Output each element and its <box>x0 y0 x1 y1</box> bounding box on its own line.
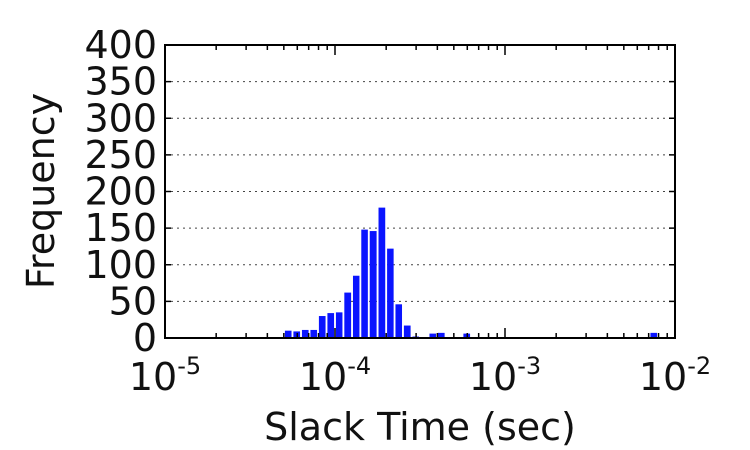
histogram-bar <box>284 330 292 338</box>
histogram-bar <box>387 248 394 338</box>
y-tick-label: 300 <box>84 96 157 140</box>
axis-ticks <box>164 44 676 339</box>
histogram-bar <box>429 333 437 338</box>
y-tick-label: 50 <box>109 279 157 323</box>
y-tick-label: 0 <box>133 316 157 360</box>
histogram-bar <box>650 332 658 338</box>
y-tick-label: 200 <box>84 170 157 214</box>
y-tick-label: 400 <box>84 23 157 67</box>
histogram-bar <box>335 312 343 338</box>
histogram-bar <box>378 207 386 338</box>
bars <box>284 207 658 338</box>
histogram-bar <box>327 313 335 338</box>
y-tick-label: 250 <box>84 133 157 177</box>
y-axis-label: Frequency <box>19 93 63 289</box>
histogram-bar <box>310 329 318 338</box>
x-tick-label: 10-5 <box>129 352 201 399</box>
histogram-bar <box>352 275 360 338</box>
histogram-bar <box>361 229 368 338</box>
histogram-bar <box>395 304 403 338</box>
histogram-bar <box>403 325 411 338</box>
histogram-bar <box>369 231 377 338</box>
y-tick-label: 350 <box>84 60 157 104</box>
x-tick-labels: 10-5 10-4 10-3 10-2 <box>129 352 711 399</box>
y-tick-label: 100 <box>84 243 157 287</box>
histogram-bar <box>344 292 352 338</box>
histogram-bar <box>301 329 309 338</box>
gridlines <box>165 81 675 302</box>
x-tick-label: 10-3 <box>469 352 541 399</box>
y-tick-label: 150 <box>84 206 157 250</box>
x-tick-label: 10-2 <box>639 352 711 399</box>
x-tick-label: 10-4 <box>299 352 371 399</box>
x-axis-label: Slack Time (sec) <box>264 405 576 449</box>
histogram-bar <box>318 316 326 338</box>
histogram-bar <box>437 332 445 338</box>
